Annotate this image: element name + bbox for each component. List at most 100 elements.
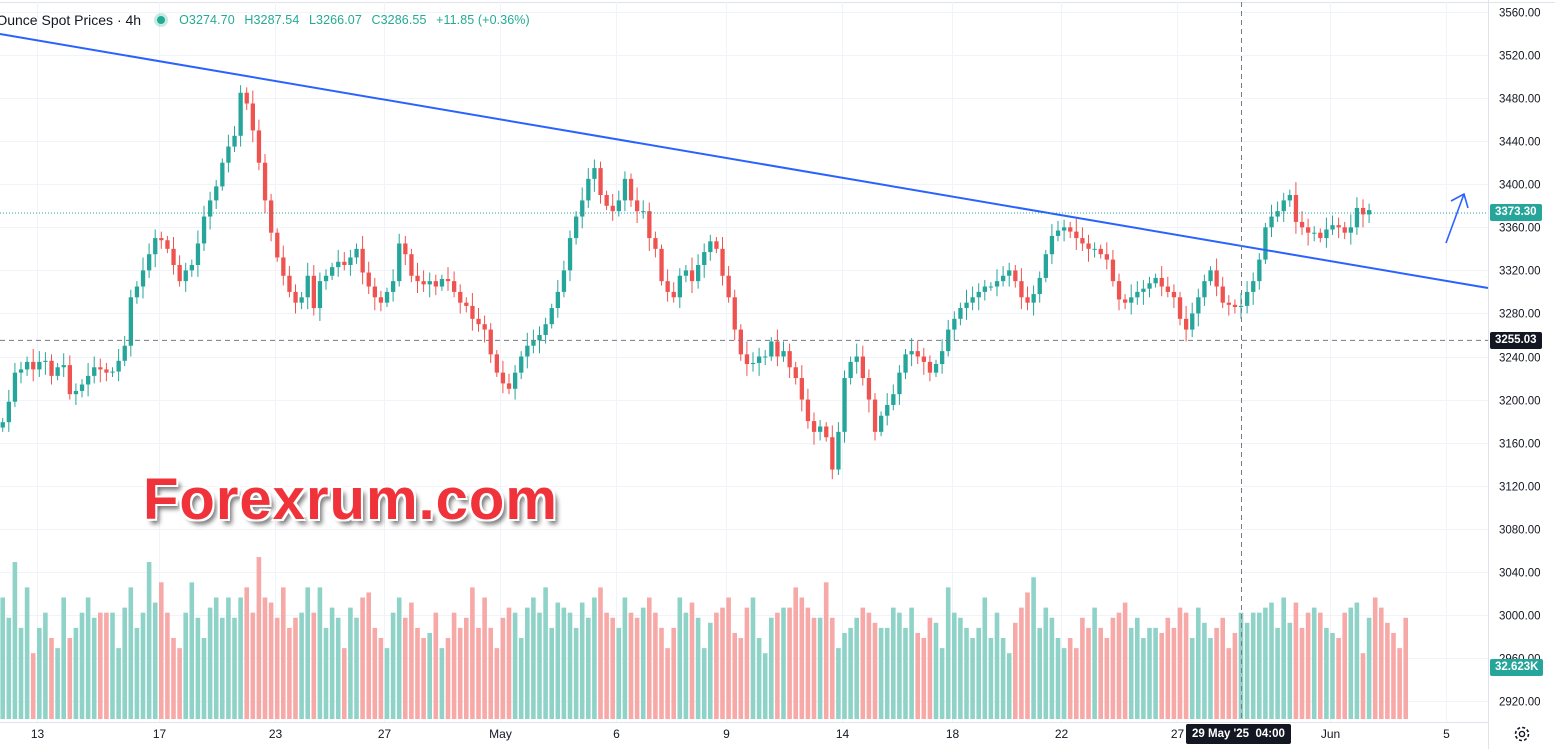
time-tick-label: 9 — [723, 727, 730, 741]
symbol-title[interactable]: er Ounce Spot Prices · 4h — [0, 12, 142, 28]
candle-body — [427, 281, 432, 285]
volume-bar — [1019, 607, 1024, 719]
volume-bar — [220, 617, 225, 719]
candle-body — [952, 318, 957, 330]
volume-bar — [592, 597, 597, 719]
volume-bar — [994, 612, 1000, 719]
price-tick-label: 3160.00 — [1499, 439, 1541, 451]
market-status-icon — [157, 16, 166, 24]
candle-body — [238, 92, 243, 136]
candle-body — [49, 360, 54, 376]
candle-body — [110, 371, 115, 373]
volume-bar — [958, 617, 963, 719]
candle-body — [1019, 281, 1024, 298]
candle-body — [220, 162, 225, 187]
candle-body — [604, 195, 609, 206]
volume-bar — [549, 627, 554, 719]
volume-bar — [262, 597, 268, 719]
candle-body — [1171, 291, 1177, 298]
volume-tag: 32.623K — [1490, 659, 1544, 676]
candle-body — [1037, 277, 1042, 295]
volume-bar — [1336, 638, 1341, 719]
volume-bar — [982, 597, 988, 719]
volume-bar — [567, 612, 573, 719]
candle-body — [1074, 231, 1079, 239]
volume-bar — [634, 617, 640, 719]
volume-bar — [110, 612, 115, 719]
volume-bar — [555, 602, 561, 719]
volume-bar — [769, 617, 774, 719]
candle-body — [647, 211, 652, 239]
candle-body — [1263, 227, 1268, 260]
crosshair-time-tag: 29 May '25 04:00 — [1186, 724, 1291, 744]
candle-body — [1049, 235, 1055, 255]
candle-body — [769, 341, 774, 357]
candle-body — [140, 270, 146, 287]
candle-body — [61, 365, 66, 368]
candle-body — [720, 248, 725, 276]
volume-bar — [1049, 617, 1055, 719]
candle-body — [738, 329, 743, 355]
candle-body — [1153, 277, 1158, 284]
price-tick-label: 3520.00 — [1499, 51, 1541, 63]
chart-legend: er Ounce Spot Prices · 4h O3274.70 H3287… — [0, 9, 536, 31]
volume-bar — [1214, 627, 1219, 719]
time-tick-label: May — [489, 727, 512, 741]
candle-body — [378, 297, 384, 303]
volume-bar — [732, 632, 737, 719]
price-tick-label: 3400.00 — [1499, 180, 1541, 192]
candle-body — [708, 241, 713, 253]
volume-bar — [793, 587, 798, 719]
candle-body — [635, 200, 640, 212]
volume-bar — [464, 617, 469, 719]
candle-body — [891, 394, 896, 405]
volume-bar — [525, 607, 530, 719]
volume-bar — [683, 612, 689, 719]
time-tick-label: 22 — [1055, 727, 1069, 741]
overlays — [0, 2, 1489, 722]
price-tick-label: 3480.00 — [1499, 94, 1541, 106]
volume-bar — [689, 602, 695, 719]
settings-gear-icon[interactable] — [1512, 724, 1532, 744]
price-tick-label: 3320.00 — [1499, 266, 1541, 278]
volume-bar — [1238, 612, 1244, 719]
volume-bar — [1086, 627, 1091, 719]
candle-body — [73, 390, 79, 395]
price-tick-label: 3280.00 — [1499, 309, 1541, 321]
candle-body — [366, 272, 371, 287]
candle-body — [744, 354, 750, 365]
volume-bar — [390, 612, 396, 719]
candle-body — [256, 130, 262, 163]
candle-body — [696, 264, 701, 282]
candle-body — [159, 238, 164, 241]
candle-body — [1245, 291, 1250, 306]
volume-bar — [445, 638, 451, 719]
volume-bar — [866, 612, 872, 719]
candle-body — [43, 360, 48, 362]
volume-bar — [250, 612, 256, 719]
volume-bar — [1342, 612, 1347, 719]
candle-body — [726, 275, 731, 298]
candle-body — [92, 367, 97, 376]
volume-bar — [348, 607, 353, 719]
candle-body — [122, 345, 127, 361]
volume-bar — [714, 612, 719, 719]
candle-body — [1269, 216, 1274, 228]
candle-body — [897, 372, 902, 395]
volume-bar — [909, 607, 914, 719]
volume-bar — [323, 627, 329, 719]
volume-bar — [396, 597, 402, 719]
candle-body — [616, 200, 621, 212]
candle-body — [482, 324, 487, 330]
volume-bar — [213, 597, 219, 719]
candle-body — [1007, 270, 1012, 276]
candle-body — [933, 364, 939, 373]
volume-bar — [1159, 632, 1164, 719]
volume-bar — [1061, 648, 1067, 719]
volume-bar — [305, 587, 310, 719]
candle-body — [183, 270, 188, 282]
volume-bar — [744, 607, 750, 719]
candle-body — [305, 275, 310, 298]
volume-bar — [1067, 638, 1073, 719]
